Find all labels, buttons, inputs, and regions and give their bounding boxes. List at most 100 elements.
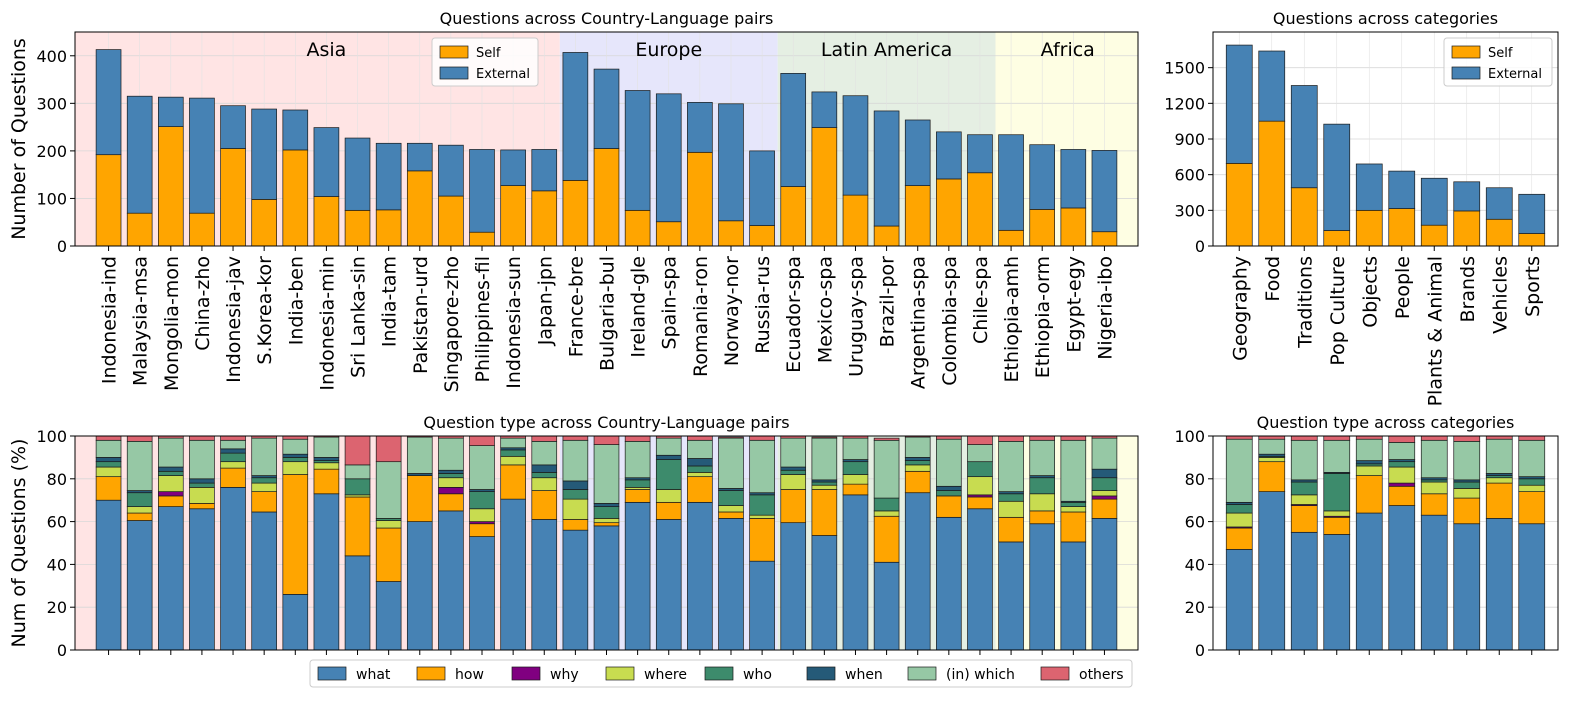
bar-indonesia-ind-what (95, 499, 122, 651)
bar-people-how (1388, 485, 1416, 506)
bar-japan-jpn-where (531, 477, 558, 491)
bar-food-in-which (1258, 438, 1286, 455)
bar-mexico-spa-external (811, 91, 838, 128)
bar-india-tam-where (375, 520, 402, 529)
bar-pop-culture-in-which (1323, 439, 1351, 473)
bar-traditions-what (1290, 531, 1318, 651)
bar-norway-nor-where (718, 505, 744, 513)
bar-ecuador-spa-external (780, 73, 807, 187)
ytick-label: 0 (57, 641, 67, 660)
bar-ecuador-spa-in-which (780, 437, 807, 468)
bar-indonesia-ind-external (95, 49, 122, 156)
xtick-label-nigeria-ibo: Nigeria-ibo (1094, 256, 1116, 360)
bar-norway-nor-external (718, 103, 744, 222)
bar-sri-lanka-sin-others (344, 435, 371, 466)
bar-indonesia-sun-where (500, 455, 526, 466)
legend-swatch-why (511, 666, 541, 681)
bar-plants-animal-what (1420, 514, 1448, 651)
xtick-label-indonesia-jav: Indonesia-jav (223, 256, 245, 383)
bar-plants-animal-self (1420, 224, 1448, 247)
bar-spain-spa-who (655, 459, 682, 490)
ytick-label: 900 (1174, 130, 1205, 149)
panel-p2: 0 300 600 900 1200 1500 Geography Food Tradition… (1164, 9, 1559, 406)
bar-indonesia-jav-where (220, 461, 246, 469)
bar-uruguay-spa-what (842, 494, 869, 651)
bar-pakistan-urd-in-which (406, 436, 433, 474)
bar-bulgaria-bul-who (593, 506, 620, 519)
ytick-label: 1200 (1164, 94, 1205, 113)
bar-romania-ron-in-which (687, 439, 713, 459)
bar-mongolia-mon-when (158, 466, 184, 472)
bar-food-what (1258, 491, 1286, 651)
bar-pakistan-urd-how (406, 475, 433, 522)
bar-singapore-zho-who (438, 473, 464, 479)
bar-bulgaria-bul-what (593, 525, 620, 651)
bar-nigeria-ibo-how (1091, 498, 1118, 519)
bar-pop-culture-where (1323, 510, 1351, 517)
bar-sports-where (1518, 484, 1546, 492)
bar-norway-nor-self (718, 220, 744, 247)
bar-argentina-spa-how (904, 470, 931, 494)
xtick-label-s-korea-kor: S.Korea-kor (254, 256, 276, 365)
bar-s-korea-kor-who (251, 477, 277, 484)
xtick-label-ecuador-spa: Ecuador-spa (783, 256, 805, 373)
bar-nigeria-ibo-why (1091, 495, 1118, 500)
xtick-label-mexico-spa: Mexico-spa (814, 256, 836, 363)
bar-ethiopia-amh-how (998, 516, 1024, 543)
bar-indonesia-jav-external (220, 105, 246, 149)
legend-label-how: how (455, 667, 484, 683)
bar-uruguay-spa-in-which (842, 437, 869, 460)
bar-mexico-spa-where (811, 484, 838, 490)
bar-objects-how (1355, 475, 1383, 514)
bar-brands-self (1453, 210, 1481, 247)
legend-label-self: Self (1488, 46, 1513, 61)
xtick-label-food: Food (1262, 256, 1284, 302)
bars (95, 49, 1118, 247)
bar-indonesia-jav-others (220, 435, 246, 441)
bar-philippines-fil-what (469, 536, 495, 651)
bar-brands-in-which (1453, 441, 1481, 481)
bar-norway-nor-what (718, 518, 744, 651)
bar-brazil-por-external (873, 110, 900, 227)
xtick-label-chile-spa: Chile-spa (970, 256, 992, 344)
bar-brands-what (1453, 523, 1481, 651)
bar-ecuador-spa-who (780, 469, 807, 475)
bar-india-tam-self (375, 209, 402, 247)
ytick-label: 0 (57, 237, 67, 256)
xtick-label-brazil-por: Brazil-por (877, 256, 899, 348)
bar-india-tam-what (375, 581, 402, 651)
bar-india-ben-how (282, 474, 309, 595)
bar-japan-jpn-how (531, 490, 558, 520)
bar-nigeria-ibo-when (1091, 468, 1118, 479)
bar-geography-in-which (1225, 438, 1253, 503)
bar-sri-lanka-sin-what (344, 555, 371, 651)
bar-people-what (1388, 505, 1416, 651)
ytick-label: 40 (1185, 555, 1205, 574)
panel-p1: Asia Europe Latin America Africa 0 100 200 300 4… (8, 9, 1139, 392)
bar-indonesia-sun-self (500, 185, 526, 247)
ytick-label: 0 (1195, 641, 1205, 660)
bar-brands-where (1453, 488, 1481, 499)
bar-india-ben-who (282, 457, 309, 463)
bar-pop-culture-external (1323, 123, 1351, 231)
bar-ireland-gle-what (624, 501, 651, 651)
bar-indonesia-min-in-which (313, 436, 340, 458)
bar-malaysia-msa-how (126, 512, 153, 521)
bar-geography-where (1225, 512, 1253, 528)
legend-label-self: Self (476, 46, 501, 61)
bars (1225, 435, 1546, 651)
ytick-label: 80 (1185, 470, 1205, 489)
bar-indonesia-sun-what (500, 498, 526, 651)
bar-ethiopia-amh-external (998, 134, 1024, 231)
bar-russia-rus-where (749, 514, 775, 519)
bar-egypt-egy-external (1060, 149, 1087, 209)
bar-egypt-egy-who (1060, 501, 1087, 507)
xtick-label-romania-ron: Romania-ron (690, 256, 712, 377)
bar-indonesia-sun-who (500, 449, 526, 457)
bar-uruguay-spa-where (842, 474, 869, 485)
bar-people-who (1388, 461, 1416, 468)
bar-people-where (1388, 466, 1416, 484)
bar-uruguay-spa-external (842, 95, 869, 196)
xtick-label-indonesia-ind: Indonesia-ind (99, 256, 121, 384)
bar-india-ben-what (282, 594, 309, 651)
